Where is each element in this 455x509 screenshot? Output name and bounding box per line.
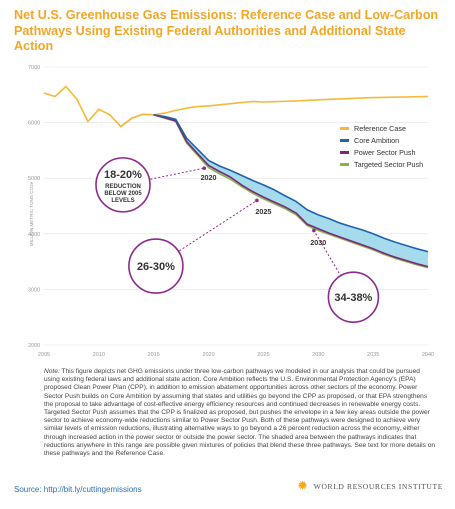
x-tick-label: 2015 [148,352,160,358]
callout-value: 26-30% [137,261,175,273]
chart-note: Note: This figure depicts net GHG emissi… [44,368,436,458]
x-tick-label: 2020 [202,352,214,358]
wri-logo: ✹ WORLD RESOURCES INSTITUTE [297,478,443,493]
note-text: This figure depicts net GHG emissions un… [44,368,436,458]
note-label: Note: [44,368,60,375]
legend-label: Targeted Sector Push [354,160,423,169]
targeted-sector-push-line [153,114,429,269]
chart-area: 2000 3000 4000 5000 6000 7000 2005 2010 2015 2020… [28,65,434,358]
x-tick-label: 2035 [367,352,379,358]
callout-subtext: BELOW 2005 [104,191,142,197]
callout-value: 34-38% [334,292,372,304]
source-link[interactable]: Source: http://bit.ly/cuttingemissions [14,485,142,494]
year-label: 2020 [201,173,217,182]
reference-case-line [120,95,429,128]
callout-circle [327,271,380,323]
y-tick-label: 5000 [28,176,40,182]
historical-line [43,85,154,128]
legend-swatch [340,163,349,166]
core-ambition-line [153,114,429,253]
chart-title: Net U.S. Greenhouse Gas Emissions: Refer… [14,8,439,53]
callout-subtext: LEVELS [111,198,134,204]
x-tick-label: 2025 [257,352,269,358]
legend-label: Reference Case [354,124,406,133]
x-tick-label: 2005 [38,352,50,358]
y-tick-label: 2000 [28,343,40,349]
y-tick-label: 3000 [28,287,40,293]
legend-label: Power Sector Push [354,148,416,157]
legend-swatch [340,127,349,130]
legend-swatch [340,151,349,154]
callout-point [312,228,316,233]
legend: Reference Case Core Ambition Power Sector … [340,124,423,169]
wri-logo-icon: ✹ [297,478,309,493]
callout-point [202,166,206,170]
callout-circle [95,157,151,213]
y-tick-label: 4000 [28,232,40,238]
year-label: 2030 [310,238,326,247]
legend-swatch [340,139,349,142]
year-label: 2025 [255,207,271,216]
x-tick-label: 2040 [422,352,434,358]
y-tick-label: 6000 [28,121,40,127]
x-tick-label: 2010 [93,352,105,358]
callout-value: 18-20% [104,169,142,181]
y-tick-label: 7000 [28,65,40,71]
wri-logo-text: WORLD RESOURCES INSTITUTE [313,481,443,491]
callout-subtext: REDUCTION [105,184,141,190]
legend-label: Core Ambition [354,136,399,145]
callout-point [255,198,259,203]
x-tick-label: 2030 [312,352,324,358]
y-axis-label: MILLION METRIC TONS CO2e [29,181,34,246]
power-sector-push-line [153,114,429,268]
callout-circle [128,238,184,294]
